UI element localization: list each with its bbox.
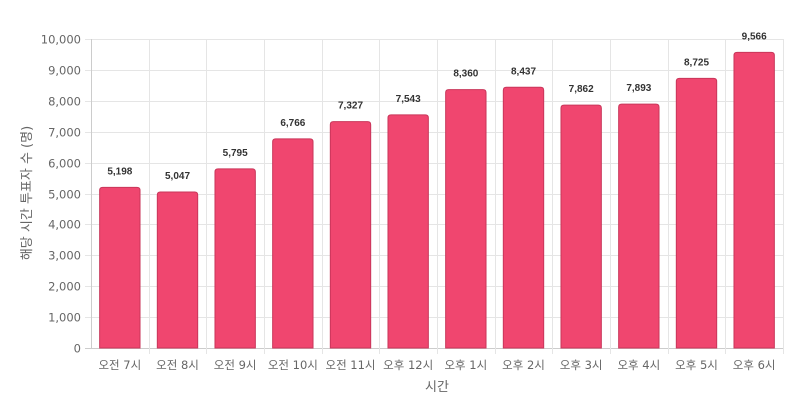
bar-value-label: 8,437 <box>511 66 536 77</box>
y-axis-title: 해당 시간 투표자 수 (명) <box>20 126 35 260</box>
y-tick-label: 8,000 <box>48 95 81 109</box>
x-tick-label: 오전 10시 <box>268 358 318 372</box>
bar[interactable] <box>733 51 775 349</box>
x-tick-label: 오후 3시 <box>560 358 603 372</box>
bar-value-label: 7,862 <box>569 84 594 95</box>
x-tick-label: 오후 2시 <box>502 358 545 372</box>
bar[interactable] <box>99 186 141 349</box>
bars-layer <box>99 51 775 349</box>
x-tick-label: 오전 8시 <box>156 358 199 372</box>
x-tick-label: 오전 9시 <box>214 358 257 372</box>
y-tick-label: 7,000 <box>48 126 81 140</box>
bar[interactable] <box>502 86 545 349</box>
y-tick-label: 1,000 <box>48 311 81 325</box>
bar-value-label: 7,543 <box>396 94 421 105</box>
bar-value-label: 7,893 <box>626 83 651 94</box>
bar[interactable] <box>445 89 487 349</box>
y-tick-label: 10,000 <box>41 33 81 47</box>
y-tick-label: 4,000 <box>48 218 81 232</box>
bar-value-label: 5,795 <box>223 148 248 159</box>
bar[interactable] <box>675 77 718 349</box>
bar-value-label: 8,360 <box>453 69 478 80</box>
x-tick-label: 오전 11시 <box>325 358 375 372</box>
x-tick-label: 오후 4시 <box>617 358 660 372</box>
x-tick-label: 오후 5시 <box>675 358 718 372</box>
bar[interactable] <box>387 114 429 349</box>
bar-value-label: 5,198 <box>107 166 132 177</box>
bar[interactable] <box>156 191 199 349</box>
bar-value-label: 7,327 <box>338 101 363 112</box>
y-tick-label: 5,000 <box>48 188 81 202</box>
y-tick-label: 0 <box>74 342 81 356</box>
y-tick-label: 3,000 <box>48 249 81 263</box>
bar[interactable] <box>560 104 602 349</box>
y-tick-label: 6,000 <box>48 157 81 171</box>
x-tick-label: 오후 12시 <box>383 358 433 372</box>
bar-value-label: 6,766 <box>280 118 305 129</box>
x-axis-title: 시간 <box>425 380 449 395</box>
bar-value-label: 5,047 <box>165 171 190 182</box>
x-tick-label: 오후 1시 <box>444 358 487 372</box>
bar[interactable] <box>618 103 660 349</box>
bar-value-label: 8,725 <box>684 57 709 68</box>
bar[interactable] <box>329 121 372 349</box>
bar[interactable] <box>214 168 256 349</box>
labels-layer: 5,198 5,047 5,795 6,766 7,327 7,543 8,360 8,437… <box>107 31 767 182</box>
y-tick-label: 2,000 <box>48 280 81 294</box>
bar-value-label: 9,566 <box>742 31 767 42</box>
ticks-layer: 0 1,000 2,000 3,000 4,000 5,000 6,000 7,000 8,00… <box>41 33 776 373</box>
x-tick-label: 오전 7시 <box>98 358 141 372</box>
bar[interactable] <box>272 138 314 349</box>
y-tick-label: 9,000 <box>48 64 81 78</box>
x-tick-label: 오후 6시 <box>733 358 776 372</box>
grid-layer <box>85 39 784 354</box>
